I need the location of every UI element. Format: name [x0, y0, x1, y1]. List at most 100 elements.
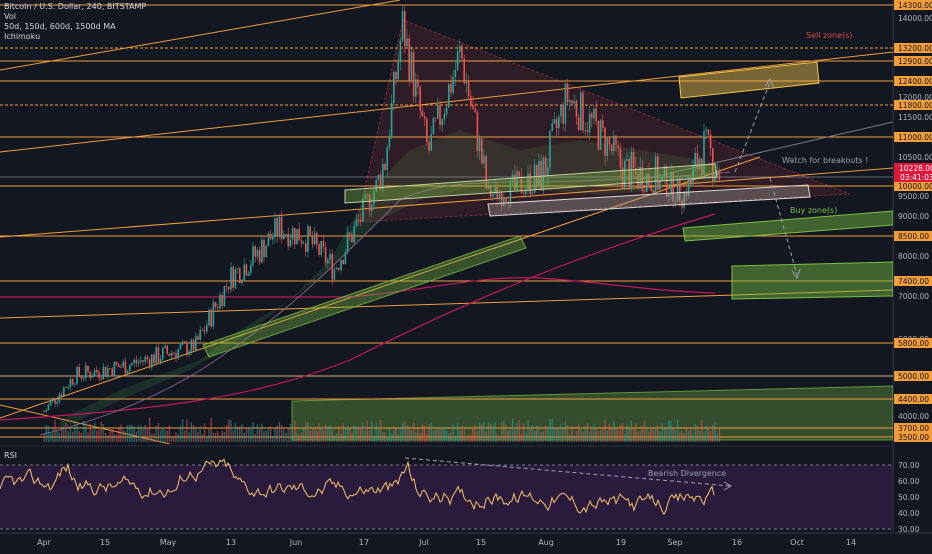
- candle-body: [692, 165, 694, 185]
- volume-bar: [709, 431, 712, 442]
- volume-bar: [716, 433, 718, 442]
- candle-body: [232, 267, 234, 288]
- price-axis-label: 8000.00: [898, 252, 929, 261]
- volume-bar: [177, 434, 179, 442]
- volume-bar: [124, 430, 127, 442]
- candle-body: [489, 186, 492, 197]
- candle-body: [487, 186, 490, 189]
- candle-body: [591, 113, 593, 119]
- candle-body: [410, 52, 413, 81]
- candle-body: [142, 360, 144, 362]
- candle-body: [316, 232, 318, 245]
- current-price-tag: 10228.00 03:41:03: [894, 163, 932, 182]
- rsi-title[interactable]: RSI: [4, 451, 17, 460]
- volume-bar: [280, 424, 283, 442]
- volume-bar: [197, 431, 199, 442]
- candle-body: [364, 194, 366, 199]
- volume-bar: [626, 424, 628, 442]
- volume-bar: [621, 423, 624, 442]
- candle-body: [670, 171, 672, 195]
- volume-bar: [408, 426, 410, 442]
- volume-bar: [503, 420, 505, 442]
- volume-bar: [146, 427, 149, 442]
- price-axis[interactable]: 14300.00 14000.00 13200.00 12900.00 12400.00…: [894, 0, 932, 442]
- volume-bar: [595, 427, 597, 442]
- indicator-vol[interactable]: Vol: [4, 12, 16, 21]
- volume-bar: [98, 428, 100, 442]
- volume-bar: [661, 422, 663, 442]
- volume-bar: [650, 427, 652, 442]
- volume-bar: [663, 428, 666, 442]
- volume-bar: [256, 424, 259, 442]
- volume-bar: [511, 418, 514, 442]
- price-axis-label: 14300.00: [898, 1, 932, 10]
- candle-body: [698, 158, 701, 170]
- volume-bar: [701, 419, 703, 442]
- candle-body: [329, 253, 331, 260]
- candle-body: [439, 104, 441, 126]
- candle-body: [168, 353, 171, 357]
- candle-body: [393, 71, 395, 103]
- candle-body: [236, 268, 239, 270]
- volume-bar: [632, 428, 635, 442]
- candle-body: [49, 400, 52, 405]
- volume-bar: [560, 423, 562, 442]
- time-axis-label: Apr: [37, 538, 52, 547]
- candle-body: [256, 249, 259, 257]
- indicator-ichimoku[interactable]: Ichimoku: [4, 32, 41, 41]
- symbol-title[interactable]: Bitcoin / U.S. Dollar, 240, BITSTAMP: [4, 2, 147, 11]
- volume-bar: [58, 432, 61, 442]
- candle-body: [320, 240, 322, 255]
- volume-bar: [52, 428, 54, 442]
- candle-body: [705, 129, 707, 132]
- volume-bar: [412, 422, 415, 442]
- indicator-ma[interactable]: 50d, 150d, 600d, 1500d MA: [4, 22, 116, 31]
- candle-body: [375, 179, 377, 192]
- candle-body: [60, 394, 63, 396]
- time-axis-label: 14: [846, 538, 856, 547]
- candle-body: [285, 233, 287, 235]
- volume-bar: [659, 431, 661, 442]
- candle-body: [318, 244, 320, 255]
- price-level-tag: [894, 132, 932, 142]
- buy-zone-box-1: [682, 210, 893, 242]
- candle-body: [454, 70, 457, 77]
- candle-body: [214, 302, 217, 308]
- volume-bar: [399, 427, 402, 442]
- volume-bar: [437, 427, 439, 442]
- volume-bar: [421, 424, 424, 442]
- candle-body: [217, 307, 219, 309]
- price-axis-label: 4400.00: [898, 395, 929, 404]
- time-axis-label: Sep: [667, 538, 682, 547]
- volume-bar: [483, 421, 485, 442]
- candle-body: [604, 127, 606, 156]
- volume-bar: [203, 423, 206, 442]
- candle-body: [327, 259, 329, 264]
- support-zone-lower: [487, 184, 811, 217]
- candle-body: [654, 156, 657, 193]
- candle-body: [531, 192, 534, 195]
- rsi-axis[interactable]: 70.00 60.00 50.00 40.00 30.00: [898, 461, 920, 534]
- support-zone-upper: [344, 163, 718, 204]
- candle-body: [621, 167, 624, 188]
- candle-body: [525, 190, 527, 195]
- candle-body: [615, 135, 617, 146]
- volume-bar: [91, 429, 94, 442]
- volume-bar: [569, 434, 571, 442]
- volume-bar: [542, 431, 545, 442]
- candle-body: [58, 394, 61, 402]
- candle-body: [588, 113, 591, 132]
- volume-bar: [67, 430, 69, 442]
- volume-bar: [443, 426, 446, 442]
- volume-bar: [580, 428, 582, 442]
- price-axis-label: 11000.00: [898, 133, 932, 142]
- candle-body: [577, 117, 580, 131]
- candle-body: [296, 228, 298, 245]
- candle-body: [709, 134, 712, 149]
- time-axis[interactable]: Apr 15 May 13 Jun 17 Jul 15 Aug 19 Sep 16 Oct 14: [37, 538, 856, 547]
- volume-bar: [69, 427, 72, 442]
- candle-body: [476, 112, 479, 152]
- candle-body: [56, 401, 58, 404]
- candle-body: [159, 359, 162, 363]
